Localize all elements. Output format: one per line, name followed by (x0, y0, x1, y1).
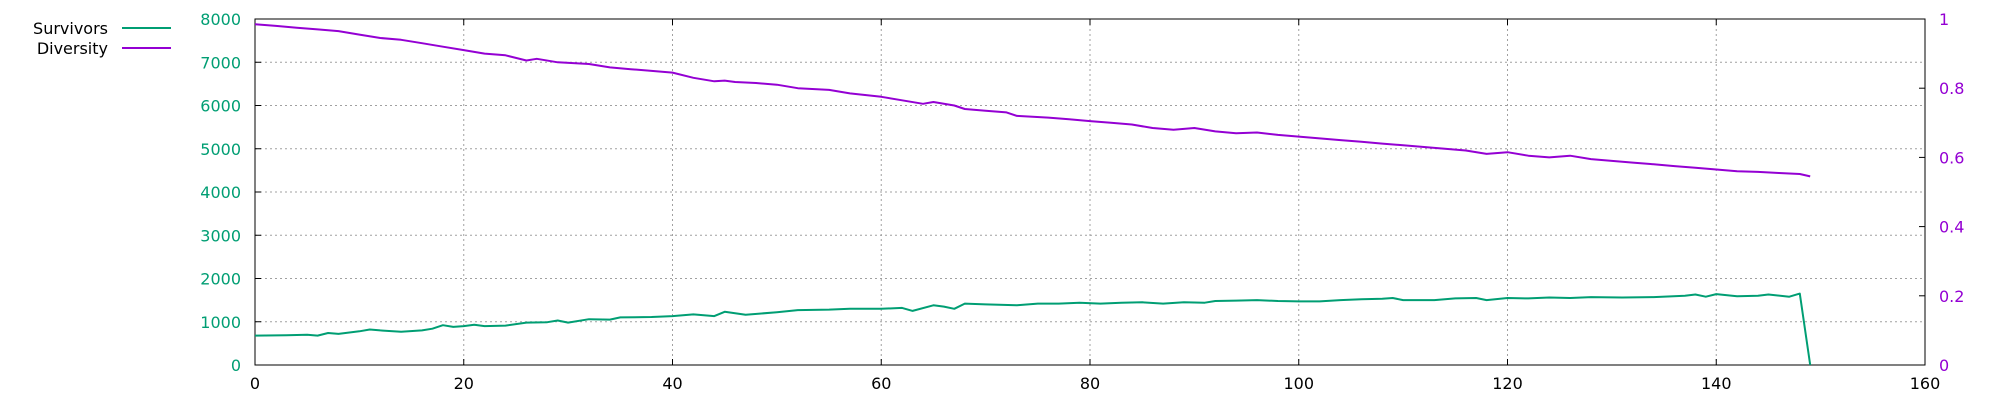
y-right-tick-label: 0 (1939, 356, 1949, 375)
y-right-tick-label: 1 (1939, 10, 1949, 29)
legend-label-survivors: Survivors (33, 19, 108, 38)
grid (255, 19, 1925, 365)
x-tick-label: 80 (1080, 374, 1100, 393)
y-left-tick-label: 2000 (200, 270, 241, 289)
y-right-tick-label: 0.2 (1939, 287, 1964, 306)
x-tick-label: 0 (250, 374, 260, 393)
x-tick-label: 60 (871, 374, 891, 393)
y-left-tick-label: 4000 (200, 183, 241, 202)
series-line-diversity (254, 23, 1811, 178)
y-right-tick-label: 0.4 (1939, 218, 1964, 237)
y-right-tick-label: 0.8 (1939, 79, 1964, 98)
y-left-tick-label: 0 (231, 356, 241, 375)
x-tick-label: 20 (454, 374, 474, 393)
y-left-tick-label: 8000 (200, 10, 241, 29)
x-tick-label: 100 (1283, 374, 1314, 393)
y-left-tick-label: 5000 (200, 140, 241, 159)
x-tick-label: 120 (1492, 374, 1523, 393)
y-left-tick-label: 6000 (200, 97, 241, 116)
series-line-survivors (254, 292, 1812, 366)
y-right-tick-label: 0.6 (1939, 148, 1964, 167)
x-tick-label: 160 (1910, 374, 1941, 393)
y-left-tick-label: 3000 (200, 226, 241, 245)
y-left-tick-label: 1000 (200, 313, 241, 332)
x-tick-label: 40 (662, 374, 682, 393)
legend-label-diversity: Diversity (37, 39, 108, 58)
legend: Survivors Diversity (33, 19, 171, 58)
series-lines (254, 23, 1812, 366)
y-left-tick-label: 7000 (200, 53, 241, 72)
axis-ticks: 0 20 40 60 80 100 120 140 1600100020003000400050… (200, 10, 1964, 393)
x-tick-label: 140 (1701, 374, 1732, 393)
